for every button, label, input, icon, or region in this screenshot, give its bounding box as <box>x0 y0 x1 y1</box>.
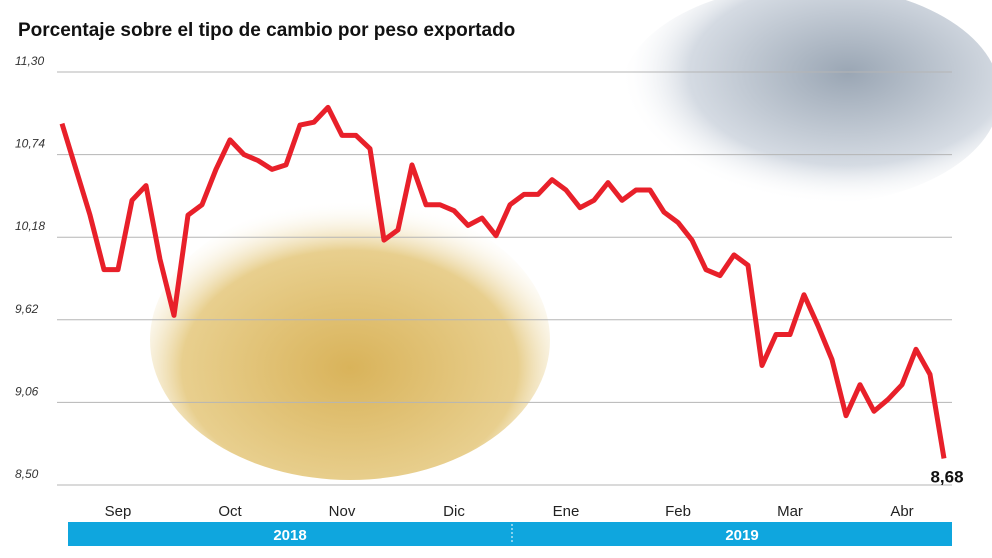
y-tick-label: 8,50 <box>15 467 39 481</box>
calculator-photo <box>620 0 992 205</box>
x-tick-label: Sep <box>105 503 132 520</box>
x-tick-label: Dic <box>443 503 465 520</box>
year-label: 2019 <box>725 527 758 544</box>
x-tick-label: Nov <box>329 503 356 520</box>
y-tick-label: 10,18 <box>15 219 45 233</box>
y-tick-label: 9,62 <box>15 302 39 316</box>
field-photo <box>150 200 550 480</box>
x-tick-label: Mar <box>777 503 803 520</box>
x-tick-label: Abr <box>890 503 913 520</box>
x-tick-label: Ene <box>553 503 580 520</box>
y-tick-label: 11,30 <box>15 54 44 68</box>
x-tick-label: Oct <box>218 503 242 520</box>
x-tick-label: Feb <box>665 503 691 520</box>
price-line <box>59 104 947 459</box>
end-value-label: 8,68 <box>930 467 963 486</box>
y-tick-label: 9,06 <box>15 384 39 398</box>
year-label: 2018 <box>273 527 306 544</box>
y-tick-label: 10,74 <box>15 137 45 151</box>
year-band <box>68 522 952 546</box>
chart-title: Porcentaje sobre el tipo de cambio por p… <box>18 20 515 41</box>
